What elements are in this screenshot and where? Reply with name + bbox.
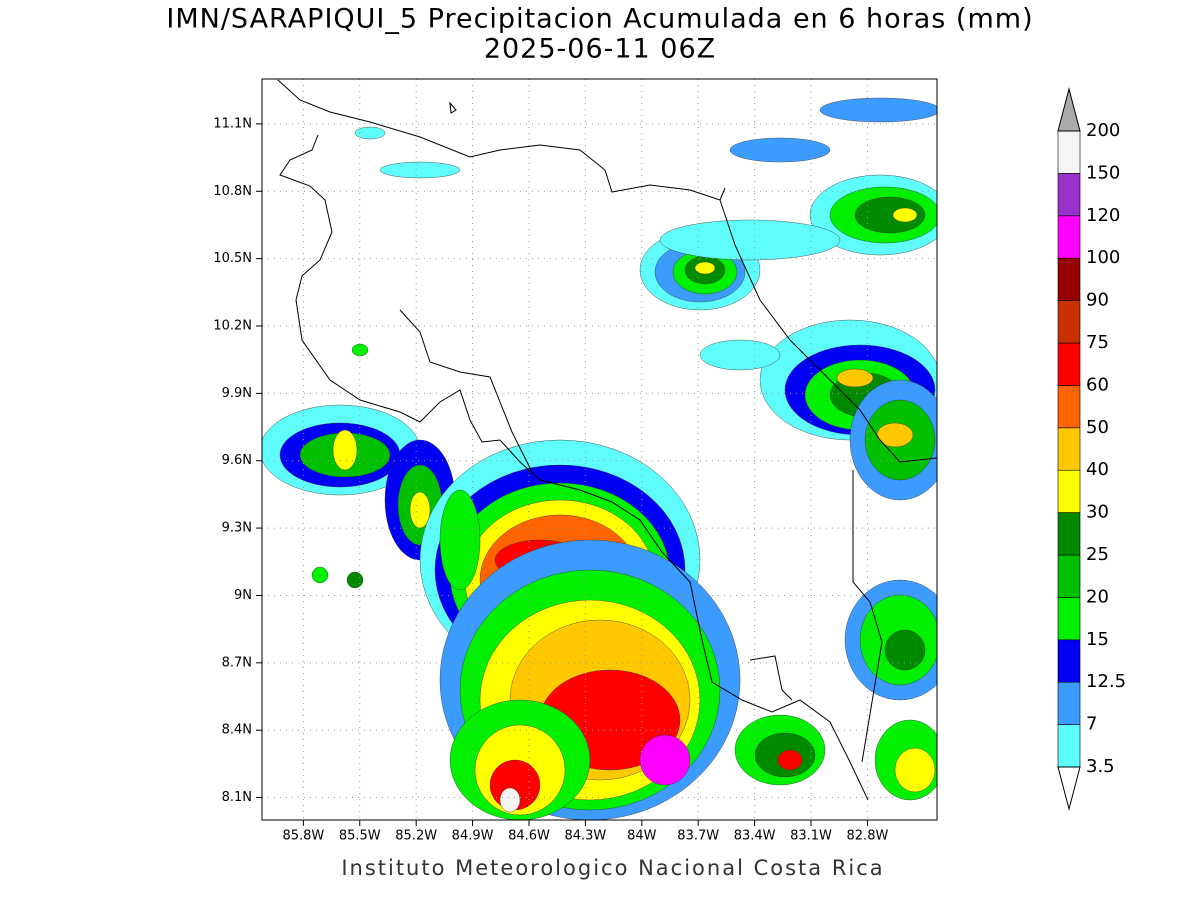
- lon-tick-label: 83.1W: [790, 829, 832, 844]
- island: [449, 101, 457, 114]
- lon-tick-label: 84.6W: [508, 829, 550, 844]
- lon-tick-label: 85.5W: [339, 829, 381, 844]
- precip-contour: [346, 571, 364, 589]
- precip-contour: [439, 489, 481, 591]
- colorbar-under: [1057, 766, 1081, 811]
- colorbar-label: 90: [1086, 290, 1109, 311]
- lat-tick-label: 8.7N: [222, 655, 252, 670]
- colorbar-label: 15: [1086, 629, 1109, 650]
- colorbar-box: [1057, 342, 1081, 386]
- colorbar-label: 100: [1086, 247, 1120, 268]
- colorbar-box: [1057, 385, 1081, 429]
- precip-contour: [499, 787, 521, 813]
- coastlines: [277, 79, 937, 801]
- precip-contour: [699, 339, 781, 371]
- lon-tick-label: 85.8W: [282, 829, 324, 844]
- precip-contour: [409, 491, 431, 529]
- map-frame: [261, 78, 938, 821]
- colorbar-box: [1057, 300, 1081, 344]
- lat-tick-label: 9.3N: [222, 521, 252, 536]
- colorbar-label: 30: [1086, 502, 1109, 523]
- colorbar-label: 3.5: [1086, 756, 1115, 777]
- precip-contour: [694, 261, 716, 275]
- coast-caribbean: [719, 199, 937, 463]
- colorbar-box: [1057, 597, 1081, 641]
- colorbar-box: [1057, 173, 1081, 217]
- precip-contour: [659, 219, 841, 261]
- colorbar-label: 200: [1086, 120, 1120, 141]
- colorbar-label: 60: [1086, 374, 1109, 395]
- precip-contour: [777, 749, 803, 771]
- axes: 85.8W 85.5W 85.2W 84.9W 84.6W 84.3W 84W 83.7W 83…: [213, 116, 888, 843]
- lon-tick-label: 83.7W: [677, 829, 719, 844]
- precip-contour: [892, 207, 918, 223]
- precip-contour: [729, 137, 831, 163]
- title: IMN/SARAPIQUI_5 Precipitacion Acumulada …: [166, 4, 1033, 35]
- precip-contour: [311, 566, 329, 584]
- colorbar-label: 120: [1086, 205, 1120, 226]
- colorbar-label: 12.5: [1086, 671, 1126, 692]
- precip-field: [262, 97, 937, 820]
- lon-tick-label: 84.9W: [452, 829, 494, 844]
- colorbar-box: [1057, 639, 1081, 683]
- precip-contour: [332, 429, 358, 471]
- precip-contour: [379, 161, 461, 179]
- colorbar-over: [1057, 87, 1081, 132]
- lon-tick-label: 83.4W: [734, 829, 776, 844]
- coast-pacific: [279, 134, 869, 801]
- lon-tick-label: 85.2W: [395, 829, 437, 844]
- colorbar-box: [1057, 215, 1081, 259]
- colorbar-box: [1057, 554, 1081, 598]
- lat-tick-label: 10.2N: [213, 319, 252, 334]
- osa: [749, 655, 793, 701]
- colorbar-label: 7: [1086, 714, 1097, 735]
- precip-contour: [639, 734, 691, 786]
- gulf-nicoya: [399, 309, 533, 473]
- lat-tick-label: 9.6N: [222, 453, 252, 468]
- colorbar-box: [1057, 512, 1081, 556]
- colorbar-label: 75: [1086, 332, 1109, 353]
- colorbar-label: 50: [1086, 417, 1109, 438]
- colorbar-box: [1057, 681, 1081, 725]
- colorbar-box: [1057, 469, 1081, 513]
- colorbar: 3.5 7 12.5 15 20 25 30 40 50 60 75 90 100 120 150 200: [1057, 87, 1126, 811]
- coast-north: [277, 79, 726, 201]
- colorbar-box: [1057, 724, 1081, 768]
- colorbar-label: 25: [1086, 544, 1109, 565]
- colorbar-label: 20: [1086, 586, 1109, 607]
- precip-contour: [876, 422, 914, 448]
- border-panama: [852, 470, 883, 763]
- colorbar-label: 150: [1086, 162, 1120, 183]
- subtitle: 2025-06-11 06Z: [484, 34, 716, 65]
- lat-tick-label: 11.1N: [213, 116, 252, 131]
- precip-contour: [351, 343, 369, 357]
- lat-tick-label: 10.8N: [213, 184, 252, 199]
- precip-contour: [894, 747, 936, 793]
- lat-tick-label: 9.9N: [222, 386, 252, 401]
- colorbar-box: [1057, 257, 1081, 301]
- lat-tick-label: 10.5N: [213, 251, 252, 266]
- lon-tick-label: 82.8W: [847, 829, 889, 844]
- colorbar-box: [1057, 427, 1081, 471]
- precip-contour: [854, 196, 926, 234]
- precip-contour: [836, 368, 874, 388]
- precip-contour: [819, 97, 937, 123]
- colorbar-label: 40: [1086, 459, 1109, 480]
- lat-tick-label: 8.4N: [222, 723, 252, 738]
- lat-tick-label: 9N: [234, 588, 252, 603]
- lon-tick-label: 84W: [627, 829, 657, 844]
- footer: Instituto Meteorologico Nacional Costa R…: [341, 856, 884, 880]
- colorbar-box: [1057, 130, 1081, 174]
- lat-tick-label: 8.1N: [222, 790, 252, 805]
- precip-contour: [354, 126, 386, 140]
- precip-contour: [884, 629, 926, 671]
- lon-tick-label: 84.3W: [564, 829, 606, 844]
